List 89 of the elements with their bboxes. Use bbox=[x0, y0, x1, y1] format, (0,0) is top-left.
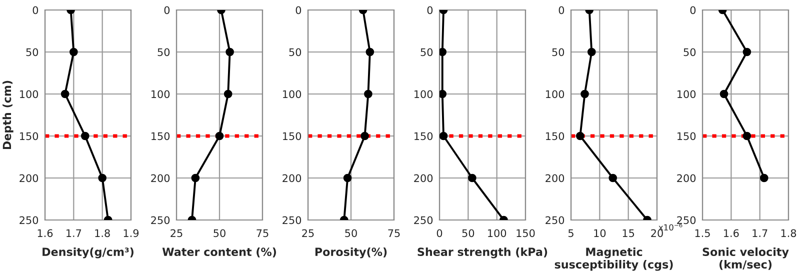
y-tick-label: 50 bbox=[289, 48, 302, 56]
point bbox=[468, 174, 476, 182]
y-tick-label: 0 bbox=[296, 6, 302, 14]
x-axis-title: Density(g/cm³) bbox=[42, 247, 134, 258]
point bbox=[70, 48, 78, 56]
y-axis-title: Depth (cm) bbox=[2, 80, 14, 150]
y-tick-label: 150 bbox=[678, 132, 696, 140]
y-tick-label: 50 bbox=[26, 48, 38, 56]
x-tick-label: 75 bbox=[256, 229, 268, 238]
point bbox=[440, 132, 448, 140]
x-tick-label: 50 bbox=[345, 229, 357, 238]
point bbox=[98, 174, 106, 182]
x-tick-label: 150 bbox=[516, 229, 535, 238]
point bbox=[224, 90, 232, 98]
y-tick-label: 200 bbox=[151, 174, 170, 182]
x-tick-label: 10 bbox=[594, 229, 606, 238]
y-tick-label: 150 bbox=[546, 132, 564, 140]
y-tick-label: 0 bbox=[427, 6, 433, 14]
x-tick-label: 1.7 bbox=[752, 229, 768, 237]
point bbox=[742, 48, 752, 56]
point bbox=[580, 90, 589, 98]
point bbox=[191, 174, 200, 182]
point bbox=[80, 132, 90, 140]
y-tick-label: 150 bbox=[152, 132, 170, 140]
y-tick-label: 200 bbox=[282, 174, 302, 182]
y-tick-label: 250 bbox=[546, 216, 564, 224]
x-tick-label: 0 bbox=[436, 229, 442, 238]
point bbox=[360, 132, 369, 140]
y-tick-label: 100 bbox=[152, 90, 170, 98]
y-tick-label: 100 bbox=[678, 90, 696, 98]
x-tick-label: 1.6 bbox=[724, 229, 739, 238]
point bbox=[366, 48, 374, 56]
x-tick-label: 75 bbox=[388, 229, 400, 238]
point bbox=[60, 90, 70, 98]
y-tick-label: 250 bbox=[151, 216, 170, 224]
point bbox=[760, 174, 768, 182]
x-tick-label: 1.5 bbox=[695, 229, 710, 238]
x-tick-label: 100 bbox=[488, 229, 506, 238]
x-tick-label: 15 bbox=[622, 229, 634, 238]
y-tick-label: 200 bbox=[546, 174, 564, 182]
y-tick-label: 150 bbox=[414, 132, 433, 140]
point bbox=[576, 132, 584, 140]
y-tick-label: 50 bbox=[158, 48, 170, 56]
y-tick-label: 150 bbox=[20, 132, 38, 140]
y-tick-label: 200 bbox=[677, 174, 696, 182]
x-axis-title: Porosity(%) bbox=[315, 247, 387, 258]
y-tick-label: 150 bbox=[283, 132, 302, 140]
point bbox=[440, 90, 447, 98]
x-axis-title: Magnetic susceptibility (cgs) bbox=[554, 247, 673, 271]
y-tick-label: 0 bbox=[32, 6, 38, 14]
y-tick-label: 100 bbox=[283, 90, 302, 98]
y-tick-label: 50 bbox=[420, 48, 433, 56]
y-tick-label: 250 bbox=[677, 216, 696, 224]
x-tick-label: 1.8 bbox=[95, 229, 110, 238]
point bbox=[608, 174, 618, 182]
y-tick-label: 50 bbox=[552, 48, 564, 56]
y-tick-label: 250 bbox=[20, 216, 38, 224]
point bbox=[720, 90, 728, 98]
y-tick-label: 250 bbox=[414, 216, 433, 224]
x-tick-label: 1.8 bbox=[781, 229, 796, 238]
x-tick-label: 25 bbox=[302, 229, 314, 238]
y-tick-label: 0 bbox=[164, 6, 170, 14]
y-tick-label: 0 bbox=[558, 6, 564, 14]
x-tick-label: 50 bbox=[462, 229, 474, 238]
y-tick-label: 100 bbox=[546, 90, 564, 98]
point bbox=[742, 132, 752, 140]
x-tick-label: 50 bbox=[214, 229, 226, 238]
y-tick-label: 0 bbox=[690, 6, 696, 14]
x-axis-title: Sonic velocity (km/sec) bbox=[702, 247, 789, 270]
y-tick-label: 250 bbox=[282, 216, 302, 224]
y-tick-label: 200 bbox=[20, 174, 38, 182]
x-tick-label: 1.7 bbox=[66, 229, 82, 237]
point bbox=[587, 48, 596, 56]
y-tick-label: 100 bbox=[20, 90, 38, 98]
x-tick-label: 1.6 bbox=[38, 229, 53, 238]
y-tick-label: 50 bbox=[684, 48, 696, 56]
point bbox=[226, 48, 234, 56]
point bbox=[215, 132, 224, 140]
x-tick-label: 20 bbox=[651, 229, 663, 238]
x-tick-label: 5 bbox=[568, 229, 574, 238]
point bbox=[364, 90, 372, 98]
point bbox=[343, 174, 352, 182]
point bbox=[440, 48, 447, 56]
y-tick-label: 100 bbox=[414, 90, 433, 98]
x-tick-label: 1.9 bbox=[124, 229, 139, 238]
x-tick-label: 25 bbox=[170, 229, 182, 238]
x-axis-title: Water content (%) bbox=[162, 247, 276, 258]
y-tick-label: 200 bbox=[414, 174, 433, 182]
x-axis-title: Shear strength (kPa) bbox=[418, 247, 548, 258]
